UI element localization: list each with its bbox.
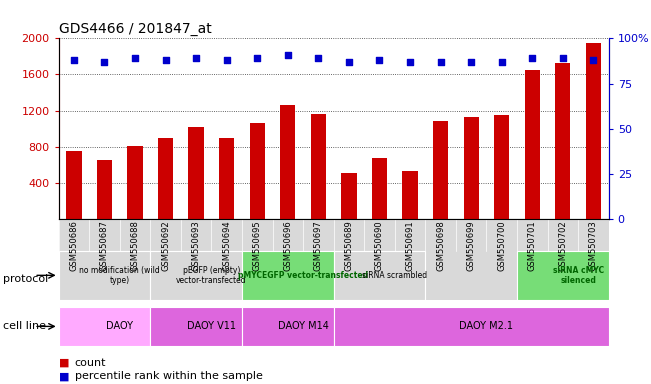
Bar (334, 251, 425, 300)
Point (405, 59, 415, 65)
Bar (517, 251, 609, 300)
Bar (311, 114, 326, 219)
Bar (494, 115, 509, 219)
Bar (128, 146, 143, 219)
Point (191, 55, 201, 61)
Text: siRNA cMYC
silenced: siRNA cMYC silenced (553, 266, 603, 285)
Bar (242, 251, 334, 300)
Text: GSM550689: GSM550689 (344, 220, 353, 271)
Point (160, 57, 171, 63)
Text: GDS4466 / 201847_at: GDS4466 / 201847_at (59, 22, 212, 36)
Text: GSM550701: GSM550701 (528, 220, 537, 271)
Point (283, 51, 293, 58)
Point (497, 59, 507, 65)
Bar (59, 251, 150, 300)
Point (221, 57, 232, 63)
Bar (586, 43, 601, 219)
Text: DAOY: DAOY (106, 321, 133, 331)
Bar (219, 138, 234, 219)
Bar (433, 121, 449, 219)
Bar (280, 105, 296, 219)
Bar (189, 127, 204, 219)
Text: percentile rank within the sample: percentile rank within the sample (75, 371, 263, 381)
Text: ■: ■ (59, 358, 69, 368)
Text: GSM550698: GSM550698 (436, 220, 445, 271)
Point (344, 59, 354, 65)
Text: GSM550703: GSM550703 (589, 220, 598, 271)
Bar (97, 160, 112, 219)
Point (374, 57, 385, 63)
Text: siRNA scrambled: siRNA scrambled (362, 271, 427, 280)
Text: DAOY M2.1: DAOY M2.1 (460, 321, 514, 331)
Point (68, 57, 79, 63)
Text: GSM550696: GSM550696 (283, 220, 292, 271)
Text: ■: ■ (59, 371, 69, 381)
Bar (334, 307, 609, 346)
Bar (150, 307, 242, 346)
Text: GSM550699: GSM550699 (467, 220, 476, 271)
Text: DAOY V11: DAOY V11 (187, 321, 236, 331)
Text: GSM550702: GSM550702 (559, 220, 567, 271)
Point (99, 59, 109, 65)
Bar (249, 123, 265, 219)
Text: DAOY M14: DAOY M14 (277, 321, 329, 331)
Text: GSM550693: GSM550693 (191, 220, 201, 271)
Point (466, 59, 477, 65)
Text: GSM550686: GSM550686 (70, 220, 78, 271)
Bar (66, 151, 81, 219)
Text: GSM550691: GSM550691 (406, 220, 415, 271)
Text: GSM550700: GSM550700 (497, 220, 506, 271)
Bar (372, 157, 387, 219)
Bar (402, 171, 418, 219)
Point (130, 55, 140, 61)
Bar (158, 138, 173, 219)
Point (527, 55, 538, 61)
Point (589, 57, 599, 63)
Text: protocol: protocol (3, 274, 49, 285)
Text: GSM550692: GSM550692 (161, 220, 170, 271)
Bar (555, 63, 570, 219)
Bar (341, 173, 357, 219)
Point (558, 55, 568, 61)
Point (252, 55, 262, 61)
Text: pMYCEGFP vector-transfected: pMYCEGFP vector-transfected (238, 271, 368, 280)
Text: GSM550687: GSM550687 (100, 220, 109, 271)
Text: GSM550695: GSM550695 (253, 220, 262, 271)
Text: GSM550694: GSM550694 (222, 220, 231, 271)
Text: count: count (75, 358, 106, 368)
Text: GSM550688: GSM550688 (130, 220, 139, 271)
Bar (150, 251, 242, 300)
Point (436, 59, 446, 65)
Text: GSM550690: GSM550690 (375, 220, 384, 271)
Text: GSM550697: GSM550697 (314, 220, 323, 271)
Text: no modification (wild
type): no modification (wild type) (79, 266, 160, 285)
Bar (464, 117, 478, 219)
Text: pEGFP (empty)
vector-transfected: pEGFP (empty) vector-transfected (176, 266, 247, 285)
Bar (242, 307, 334, 346)
Bar (525, 70, 540, 219)
Point (313, 55, 324, 61)
Text: cell line: cell line (3, 321, 46, 331)
Bar (59, 307, 150, 346)
